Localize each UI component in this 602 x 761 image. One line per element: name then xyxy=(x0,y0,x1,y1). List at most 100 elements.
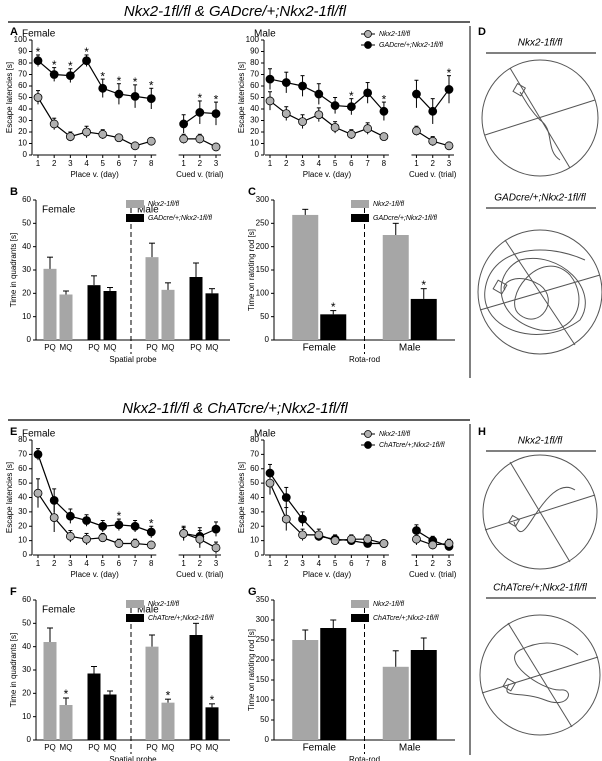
marker xyxy=(428,136,438,146)
legend-label: Nkx2-1fl/fl xyxy=(379,431,411,438)
y-tick-label: 80 xyxy=(18,435,27,444)
y-tick-label: 30 xyxy=(22,265,31,274)
y-tick-label: 100 xyxy=(256,288,270,297)
x-tick-label: 8 xyxy=(149,559,154,568)
y-tick-label: 50 xyxy=(250,478,259,487)
y-tick-label: 60 xyxy=(250,81,259,90)
marker xyxy=(363,124,373,133)
group-label: Male xyxy=(137,605,159,616)
legend-label: GADcre/+;Nkx2-1fl/fl xyxy=(379,42,443,49)
significance: * xyxy=(197,91,202,105)
x-tick-label: 5 xyxy=(333,159,338,168)
legend-swatch xyxy=(126,600,144,608)
marker xyxy=(379,132,389,142)
x-axis-label: Cued v. (trial) xyxy=(409,170,457,179)
y-tick-label: 20 xyxy=(250,521,259,530)
y-tick-label: 30 xyxy=(22,665,31,674)
maze-platform xyxy=(492,279,508,295)
y-tick-label: 20 xyxy=(22,288,31,297)
marker xyxy=(179,119,189,129)
y-tick-label: 100 xyxy=(246,35,260,44)
bar xyxy=(382,666,409,740)
figure-title: Nkx2-1fl/fl & GADcre/+;Nkx2-1fl/fl xyxy=(124,3,347,20)
maze-path xyxy=(519,91,561,161)
bar xyxy=(43,268,57,340)
significance: * xyxy=(117,509,122,523)
bar xyxy=(292,640,319,740)
y-tick-label: 40 xyxy=(18,493,27,502)
y-tick-label: 90 xyxy=(250,47,259,56)
x-tick-label: PQ xyxy=(146,343,158,352)
marker xyxy=(211,524,221,534)
series-line xyxy=(269,472,450,547)
marker xyxy=(114,539,124,548)
x-axis-label: Place v. (day) xyxy=(70,570,119,579)
y-tick-label: 80 xyxy=(18,58,27,67)
y-tick-label: 200 xyxy=(256,655,270,664)
x-tick-label: 3 xyxy=(447,159,452,168)
x-axis-label: Place v. (day) xyxy=(303,570,352,579)
significance: * xyxy=(421,278,426,292)
x-axis-label: Place v. (day) xyxy=(303,170,352,179)
y-tick-label: 10 xyxy=(18,536,27,545)
x-tick-label: 2 xyxy=(198,559,203,568)
y-tick-label: 30 xyxy=(18,116,27,125)
marker xyxy=(363,534,373,544)
y-axis-label: Escape latencies [s] xyxy=(5,462,14,533)
x-tick-label: 3 xyxy=(68,559,73,568)
x-tick-label: 2 xyxy=(284,559,289,568)
marker xyxy=(49,119,59,129)
x-tick-label: 4 xyxy=(84,559,89,568)
maze-quadrant-line xyxy=(479,274,601,311)
marker xyxy=(298,514,307,524)
x-tick-label: 6 xyxy=(349,559,354,568)
y-axis-label: Escape latencies [s] xyxy=(5,62,14,133)
group-label: Female xyxy=(42,205,76,216)
x-tick-label: MQ xyxy=(206,743,219,752)
y-tick-label: 60 xyxy=(18,464,27,473)
marker xyxy=(82,534,91,544)
marker xyxy=(114,89,124,99)
marker xyxy=(130,141,140,151)
panel-label: A xyxy=(10,26,18,38)
y-tick-label: 80 xyxy=(250,58,259,67)
legend-swatch xyxy=(126,614,144,622)
marker xyxy=(65,71,75,81)
marker xyxy=(444,539,454,548)
significance: * xyxy=(36,45,41,59)
x-tick-label: 5 xyxy=(333,559,338,568)
y-tick-label: 300 xyxy=(256,195,270,204)
legend-swatch xyxy=(126,214,144,222)
panel-label: D xyxy=(478,26,486,38)
bar xyxy=(205,707,219,740)
x-tick-label: 5 xyxy=(101,159,106,168)
y-tick-label: 40 xyxy=(250,104,259,113)
marker xyxy=(314,530,324,540)
legend-label: Nkx2-1fl/fl xyxy=(379,31,411,38)
maze-quadrant-line xyxy=(484,494,596,531)
bar xyxy=(205,293,219,340)
series-line xyxy=(37,59,217,125)
x-tick-label: 1 xyxy=(36,559,41,568)
chart-title: Female xyxy=(22,29,56,40)
legend-swatch xyxy=(351,614,369,622)
legend-marker xyxy=(364,30,372,38)
y-tick-label: 60 xyxy=(250,464,259,473)
x-tick-label: 2 xyxy=(284,159,289,168)
maze-label: Nkx2-1fl/fl xyxy=(518,38,563,49)
significance: * xyxy=(84,45,89,59)
significance: * xyxy=(68,59,73,73)
legend-marker xyxy=(364,41,372,49)
chart-title: Male xyxy=(254,429,276,440)
marker xyxy=(82,127,91,137)
maze-path xyxy=(506,642,579,704)
y-tick-label: 30 xyxy=(18,507,27,516)
marker xyxy=(179,134,189,144)
panel-label: C xyxy=(248,186,256,198)
marker xyxy=(211,543,221,553)
y-tick-label: 0 xyxy=(255,550,260,559)
y-tick-label: 40 xyxy=(22,642,31,651)
bar xyxy=(189,277,203,340)
bar xyxy=(382,235,409,340)
